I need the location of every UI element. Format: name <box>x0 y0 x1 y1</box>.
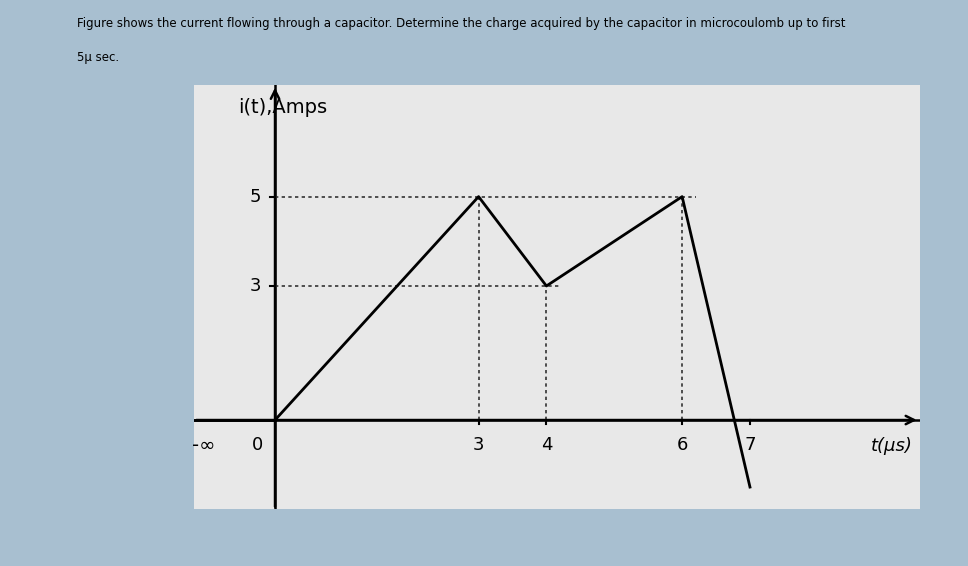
Text: i(t),Amps: i(t),Amps <box>238 98 327 117</box>
Text: 5μ sec.: 5μ sec. <box>77 51 120 64</box>
Text: t(μs): t(μs) <box>871 437 913 455</box>
Text: 7: 7 <box>744 436 756 454</box>
Text: 3: 3 <box>250 277 261 295</box>
Text: 5: 5 <box>250 187 261 205</box>
Text: 6: 6 <box>677 436 688 454</box>
Text: 4: 4 <box>541 436 552 454</box>
Text: 0: 0 <box>252 436 262 454</box>
Text: Figure shows the current flowing through a capacitor. Determine the charge acqui: Figure shows the current flowing through… <box>77 17 846 30</box>
Text: 3: 3 <box>472 436 484 454</box>
Text: -∞: -∞ <box>192 436 216 454</box>
